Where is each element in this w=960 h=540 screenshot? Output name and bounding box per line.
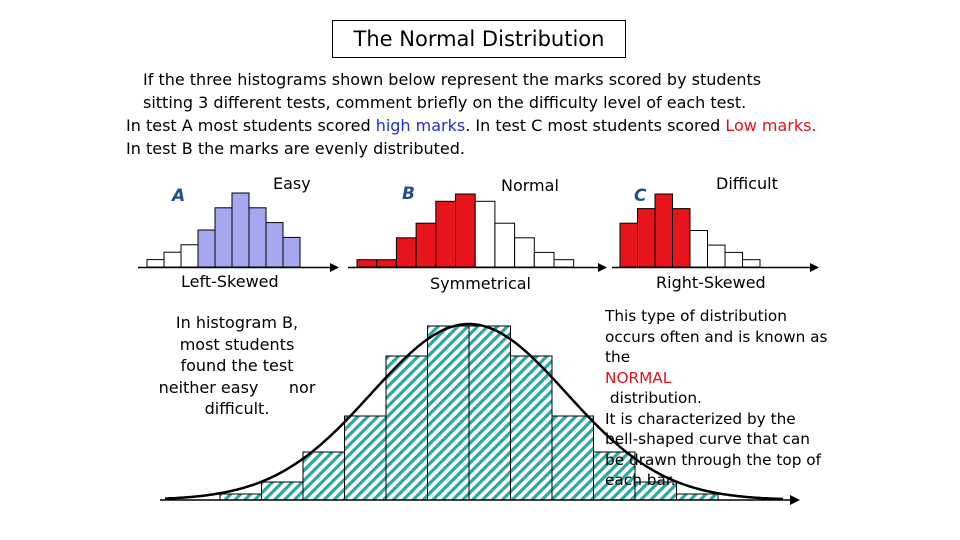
- normal-histogram-bar: [261, 481, 304, 501]
- histogram-bar: [619, 222, 638, 268]
- histogram-bar: [494, 222, 516, 268]
- histogram-bar: [455, 193, 476, 268]
- histogram-b-difficulty: Normal: [501, 176, 559, 195]
- normal-histogram-bar: [427, 325, 470, 501]
- intro-line-4: In test B the marks are evenly distribut…: [126, 139, 465, 158]
- histogram-bar: [356, 259, 378, 268]
- description-line: occurs often and is known as: [605, 327, 828, 346]
- normal-histogram: [219, 325, 719, 501]
- histogram-bar: [435, 200, 456, 268]
- low-marks-text: Low marks.: [725, 116, 817, 135]
- histogram-a-shape: Left-Skewed: [181, 272, 279, 291]
- page-title: The Normal Distribution: [353, 27, 605, 51]
- normal-histogram-bar: [302, 451, 345, 501]
- description-line-3-a: the: [605, 348, 635, 366]
- histogram-a-letter: A: [172, 186, 186, 206]
- histogram-bar: [553, 259, 575, 268]
- histogram-c-difficulty: Difficult: [716, 174, 778, 193]
- description-line: be drawn through the top of: [605, 450, 822, 469]
- histogram-a-difficulty: Easy: [273, 174, 311, 193]
- histogram-c: [612, 193, 819, 272]
- histogram-b-letter: B: [402, 184, 415, 204]
- normal-histogram-bar: [551, 415, 594, 501]
- histogram-bar: [282, 236, 301, 268]
- intro-line-2: sitting 3 different tests, comment brief…: [143, 93, 747, 112]
- normal-histogram-bar: [344, 415, 387, 501]
- histogram-bar: [146, 259, 165, 268]
- intro-line-3: In test A most students scored high mark…: [126, 116, 817, 135]
- histogram-bar: [637, 208, 656, 268]
- normal-axis-arrow: [790, 495, 800, 505]
- description-line: It is characterized by the: [605, 409, 796, 428]
- side-note-line: In histogram B,: [175, 313, 299, 332]
- histogram-bar: [197, 229, 216, 268]
- normal-histogram-bar: [385, 355, 428, 501]
- histogram-axis-arrow: [330, 263, 339, 272]
- histogram-bar: [672, 208, 691, 268]
- histogram-c-shape: Right-Skewed: [656, 273, 766, 292]
- histogram-bar: [180, 244, 199, 268]
- histogram-c-letter: C: [634, 186, 647, 206]
- side-note-line: most students: [179, 334, 295, 354]
- histogram-bar: [474, 200, 496, 268]
- histogram-a: [138, 192, 339, 272]
- histogram-bar: [231, 192, 250, 268]
- description-line: each bar.: [605, 471, 676, 489]
- normal-histogram-bar: [468, 325, 511, 501]
- side-note-line: found the test: [180, 356, 294, 375]
- normal-keyword: NORMAL: [605, 368, 672, 387]
- histogram-bar: [163, 251, 182, 268]
- intro-line-1: If the three histograms shown below repr…: [143, 70, 762, 89]
- side-note-line: neither easy nor: [158, 377, 316, 397]
- histogram-bar: [654, 193, 673, 268]
- description-line: the NORMAL distribution.: [605, 347, 845, 409]
- histogram-bar: [395, 237, 417, 268]
- intro-line-3-c: . In test C most students scored: [465, 116, 726, 135]
- normal-histogram-bar: [676, 493, 719, 501]
- intro-line-3-a: In test A most students scored: [126, 116, 376, 135]
- normal-histogram-bar: [219, 493, 262, 501]
- histogram-bar: [214, 207, 233, 268]
- normal-histogram-bar: [510, 355, 553, 501]
- side-note-line: difficult.: [204, 399, 270, 418]
- histogram-bar: [689, 230, 708, 268]
- histogram-bar: [514, 237, 535, 268]
- histogram-bar: [742, 259, 761, 268]
- histogram-b-shape: Symmetrical: [430, 274, 531, 293]
- histogram-axis-arrow: [810, 263, 819, 272]
- histogram-b: [348, 193, 607, 272]
- description-line-3-c: distribution.: [605, 389, 702, 407]
- side-note: In histogram B, most students found the …: [148, 312, 326, 420]
- histogram-bar: [533, 251, 555, 268]
- histogram-axis-arrow: [598, 263, 607, 272]
- title-box: The Normal Distribution: [332, 20, 626, 58]
- bell-curve: [164, 322, 784, 501]
- histogram-bar: [707, 244, 726, 268]
- histogram-bar: [724, 251, 743, 268]
- histogram-bar: [248, 207, 267, 268]
- high-marks-text: high marks: [375, 116, 466, 135]
- histogram-bar: [376, 259, 397, 268]
- description-line: This type of distribution: [605, 307, 787, 325]
- description-line: bell-shaped curve that can: [605, 430, 810, 448]
- histogram-bar: [265, 222, 284, 268]
- description: This type of distribution occurs often a…: [605, 306, 845, 491]
- histogram-bar: [415, 222, 437, 268]
